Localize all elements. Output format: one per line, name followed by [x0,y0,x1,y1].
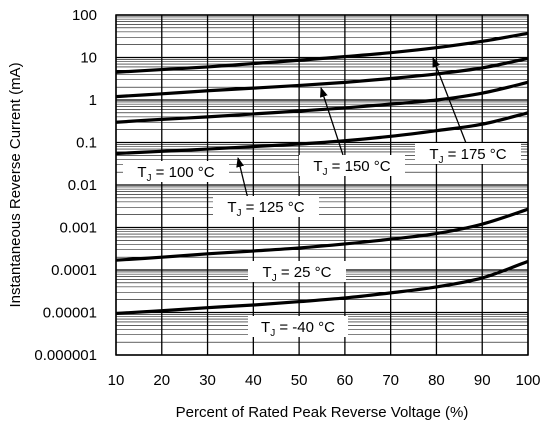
series-labels: TJ = 100 °C TJ = 125 °C TJ = 150 °C TJ = 17… [123,143,521,339]
y-axis-title: Instantaneous Reverse Current (mA) [7,62,24,307]
label-arrow [432,57,467,144]
series-label-text: TJ = 100 °C [137,164,214,184]
series-curve [115,207,529,262]
series-label: TJ = 100 °C [123,161,229,184]
label-arrow [236,157,249,200]
series-label: TJ = 175 °C [415,143,521,166]
y-tick-label: 0.000001 [34,347,97,364]
label-arrow [320,87,344,156]
series-label-text: TJ = 175 °C [429,146,506,166]
x-tick-label: 10 [108,372,125,389]
series-label: TJ = 25 °C [248,261,346,284]
series-label-background [248,261,346,282]
series-label-text: TJ = 25 °C [263,264,332,284]
series-curve [115,56,529,99]
series-label-background [213,196,319,217]
y-tick-label: 100 [72,7,97,24]
y-tick-label: 0.0001 [51,262,97,279]
y-tick-label: 0.1 [76,135,97,152]
x-tick-label: 70 [382,372,399,389]
x-tick-label: 90 [474,372,491,389]
y-tick-label: 10 [80,50,97,67]
series-label-background [123,161,229,182]
series-curve [115,111,529,156]
x-tick-label: 60 [337,372,354,389]
plot-frame [115,14,529,356]
series-label-background [299,155,405,176]
y-tick-label: 0.001 [59,220,97,237]
series-label-text: TJ = 150 °C [313,158,390,178]
x-tick-label: 20 [153,372,170,389]
series-curves [115,31,529,316]
series-label-background [415,143,521,164]
series-curve [115,259,529,316]
series-curve [115,80,529,124]
y-tick-labels: 0.000001 0.00001 0.0001 0.001 0.01 0.1 1 10 100 [34,7,97,364]
series-label: TJ = 150 °C [299,155,405,178]
x-tick-label: 80 [428,372,445,389]
x-tick-label: 40 [245,372,262,389]
label-arrows [236,57,467,200]
series-label: TJ = 125 °C [213,196,319,219]
x-tick-labels: 10 20 30 40 50 60 70 80 90 100 [108,372,541,389]
y-tick-label: 0.00001 [43,305,97,322]
series-label-background [248,316,348,337]
series-label-text: TJ = 125 °C [227,199,304,219]
y-tick-label: 0.01 [68,177,97,194]
series-label: TJ = -40 °C [248,316,348,339]
series-label-text: TJ = -40 °C [261,319,335,339]
x-tick-label: 30 [199,372,216,389]
x-tick-label: 100 [515,372,540,389]
x-tick-label: 50 [291,372,308,389]
series-curve [115,31,529,74]
y-tick-label: 1 [89,92,97,109]
x-axis-title: Percent of Rated Peak Reverse Voltage (%… [176,404,469,421]
